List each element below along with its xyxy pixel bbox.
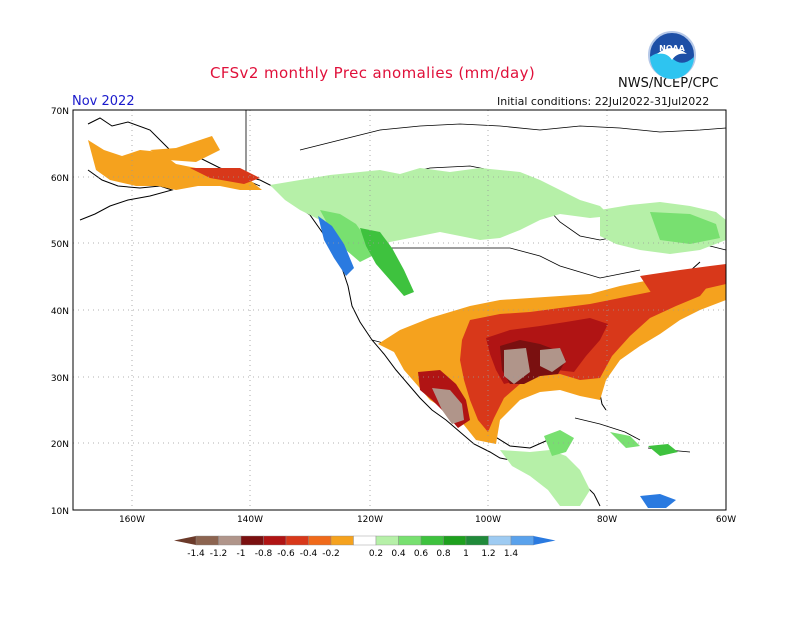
anomaly-patch — [504, 348, 530, 384]
colorbar-tick-label: -0.6 — [277, 549, 295, 559]
alaska-peninsula — [79, 169, 174, 221]
colorbar-arrow-right — [533, 536, 556, 545]
noaa-logo-text: NOAA — [659, 44, 685, 53]
lat-label: 50N — [51, 240, 69, 250]
anomaly-patch — [190, 168, 260, 184]
map-frame — [72, 109, 727, 511]
graticule — [73, 110, 726, 510]
colorbar-tick-label: 1 — [463, 549, 469, 559]
anomaly-patch — [150, 136, 220, 162]
anomaly-patch — [320, 210, 372, 262]
chart-title: CFSv2 monthly Prec anomalies (mm/day) — [210, 64, 536, 82]
colorbar-swatch — [263, 535, 287, 546]
colorbar-tick-label: 0.8 — [436, 549, 451, 559]
colorbar-swatch — [353, 535, 377, 546]
colorbar-swatch — [465, 535, 489, 546]
colorbar-tick-label: -0.2 — [322, 549, 340, 559]
forecast-month-label: Nov 2022 — [72, 94, 135, 109]
lon-label: 60W — [716, 515, 736, 525]
colorbar-swatch — [443, 535, 467, 546]
colorbar: -1.4 -1.2 -1 -0.8 -0.6 -0.4 -0.2 0.2 0.4 0.6 0.8 1 1… — [174, 535, 556, 559]
us-canada-border — [346, 247, 641, 279]
lat-label: 30N — [51, 374, 69, 384]
colorbar-swatch — [285, 535, 309, 546]
colorbar-tick-label: -1.4 — [187, 549, 205, 559]
lon-label: 120W — [357, 515, 383, 525]
colorbar-tick-label: -0.8 — [255, 549, 273, 559]
noaa-logo: NOAA — [648, 31, 696, 79]
colorbar-tick-label: 1.2 — [481, 549, 495, 559]
anomaly-patch — [648, 444, 678, 456]
colorbar-swatch — [375, 535, 399, 546]
anomaly-patch — [640, 264, 726, 300]
lon-label: 80W — [597, 515, 617, 525]
colorbar-swatch — [488, 535, 512, 546]
lat-label: 20N — [51, 440, 69, 450]
lat-label: 10N — [51, 507, 69, 517]
colorbar-tick-label: -1 — [237, 549, 246, 559]
colorbar-swatch — [308, 535, 332, 546]
colorbar-swatch — [330, 535, 354, 546]
colorbar-swatch — [240, 535, 264, 546]
lat-label: 40N — [51, 307, 69, 317]
colorbar-swatch — [195, 535, 219, 546]
colorbar-swatch — [420, 535, 444, 546]
colorbar-tick-label: 0.6 — [414, 549, 429, 559]
agency-label: NWS/NCEP/CPC — [618, 76, 719, 91]
lat-label: 60N — [51, 174, 69, 184]
colorbar-tick-label: 1.4 — [504, 549, 519, 559]
lon-label: 160W — [119, 515, 145, 525]
anomaly-patch — [540, 348, 566, 372]
anomaly-patch — [650, 212, 720, 244]
anomaly-patch — [640, 494, 676, 508]
colorbar-swatch — [218, 535, 242, 546]
arctic-coast — [299, 123, 726, 151]
anomaly-patch — [318, 216, 354, 276]
colorbar-swatch — [398, 535, 422, 546]
colorbar-swatch — [510, 535, 534, 546]
colorbar-tick-label: 0.2 — [369, 549, 383, 559]
anomaly-patch — [500, 450, 590, 506]
colorbar-tick-label: -1.2 — [210, 549, 228, 559]
colorbar-tick-label: -0.4 — [300, 549, 318, 559]
anomaly-patch — [432, 388, 464, 424]
anomaly-patch — [460, 276, 716, 432]
colorbar-arrow-left — [174, 536, 196, 545]
cuba-outline — [574, 417, 641, 441]
lon-label: 100W — [475, 515, 501, 525]
lat-label: 70N — [51, 107, 69, 117]
colorbar-tick-label: 0.4 — [391, 549, 406, 559]
lon-label: 140W — [237, 515, 263, 525]
anomaly-patch — [360, 228, 414, 296]
anomaly-patch — [610, 432, 640, 448]
initial-conditions-label: Initial conditions: 22Jul2022-31Jul2022 — [497, 95, 710, 108]
